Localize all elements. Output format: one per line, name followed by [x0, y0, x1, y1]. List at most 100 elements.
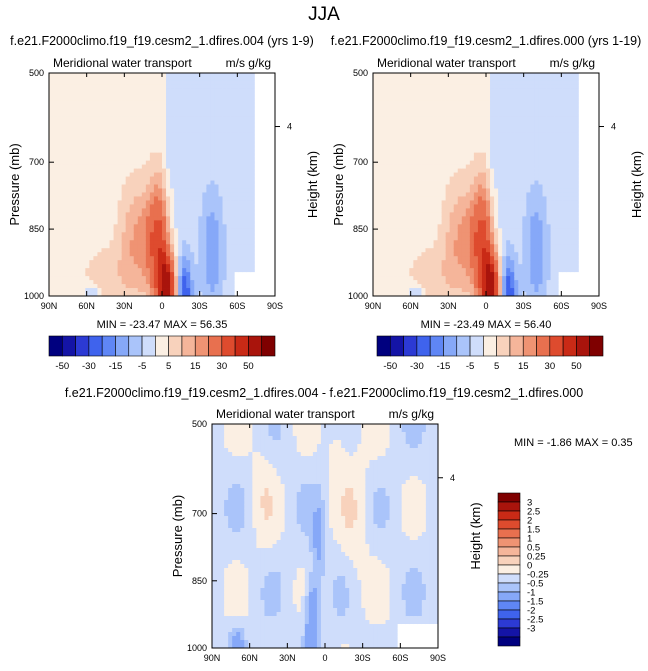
heatmap-cell — [186, 176, 191, 181]
heatmap-cell — [473, 292, 479, 297]
heatmap-cell — [234, 192, 240, 197]
heatmap-cell — [461, 272, 467, 277]
heatmap-cell — [49, 204, 54, 209]
heatmap-cell — [77, 73, 82, 78]
heatmap-cell — [194, 116, 199, 122]
heatmap-cell — [186, 80, 191, 86]
heatmap-cell — [166, 120, 171, 126]
heatmap-cell — [486, 292, 491, 297]
heatmap-cell — [49, 168, 54, 173]
heatmap-cell — [417, 236, 422, 241]
heatmap-cell — [166, 132, 171, 138]
heatmap-cell — [125, 204, 131, 209]
heatmap-cell — [125, 248, 131, 253]
heatmap-cell — [65, 256, 70, 261]
heatmap-cell — [141, 224, 147, 229]
heatmap-cell — [258, 172, 264, 177]
heatmap-cell — [218, 84, 223, 90]
heatmap-cell — [377, 172, 382, 177]
heatmap-cell — [230, 80, 236, 86]
heatmap-cell — [109, 284, 114, 289]
heatmap-cell — [210, 228, 215, 233]
heatmap-cell — [162, 264, 167, 269]
heatmap-cell — [238, 260, 244, 265]
heatmap-cell — [445, 232, 451, 237]
heatmap-cell — [222, 264, 227, 269]
heatmap-cell — [214, 184, 219, 189]
heatmap-cell — [381, 104, 386, 110]
heatmap-cell — [81, 156, 86, 162]
heatmap-cell — [85, 108, 90, 114]
heatmap-cell — [242, 76, 248, 82]
heatmap-cell — [65, 200, 70, 205]
heatmap-cell — [441, 276, 447, 281]
heatmap-cell — [429, 180, 434, 185]
heatmap-cell — [174, 164, 179, 169]
heatmap-cell — [405, 232, 410, 237]
heatmap-cell — [186, 140, 191, 146]
heatmap-cell — [174, 204, 179, 209]
heatmap-cell — [206, 200, 211, 205]
heatmap-cell — [425, 108, 430, 114]
heatmap-cell — [85, 128, 90, 134]
heatmap-cell — [186, 228, 191, 233]
heatmap-cell — [498, 140, 503, 146]
heatmap-cell — [101, 104, 106, 110]
heatmap-cell — [69, 100, 74, 106]
heatmap-cell — [409, 136, 414, 142]
heatmap-cell — [465, 180, 471, 185]
heatmap-cell — [242, 224, 248, 229]
heatmap-cell — [157, 120, 163, 126]
heatmap-cell — [162, 220, 167, 225]
heatmap-cell — [218, 212, 223, 217]
heatmap-cell — [153, 96, 159, 102]
heatmap-cell — [262, 73, 268, 78]
heatmap-cell — [113, 236, 119, 241]
heatmap-cell — [157, 88, 163, 94]
heatmap-cell — [53, 108, 58, 114]
heatmap-cell — [149, 208, 155, 213]
heatmap-cell — [266, 76, 272, 82]
heatmap-cell — [437, 276, 443, 281]
heatmap-cell — [178, 120, 183, 126]
heatmap-cell — [73, 256, 78, 261]
heatmap-cell — [49, 264, 54, 269]
heatmap-cell — [373, 200, 378, 205]
heatmap-cell — [194, 120, 199, 126]
heatmap-cell — [246, 100, 252, 106]
heatmap-cell — [389, 212, 394, 217]
heatmap-cell — [405, 116, 410, 122]
heatmap-cell — [254, 228, 260, 233]
heatmap-cell — [222, 200, 227, 205]
heatmap-cell — [97, 264, 102, 269]
heatmap-cell — [194, 140, 199, 146]
heatmap-cell — [230, 88, 236, 94]
heatmap-cell — [413, 76, 418, 82]
heatmap-cell — [53, 128, 58, 134]
heatmap-cell — [61, 236, 66, 241]
heatmap-cell — [377, 176, 382, 181]
heatmap-cell — [262, 224, 268, 229]
heatmap-cell — [198, 264, 203, 269]
heatmap-cell — [254, 124, 260, 130]
heatmap-cell — [198, 212, 203, 217]
heatmap-cell — [214, 140, 219, 146]
heatmap-cell — [69, 96, 74, 102]
heatmap-cell — [65, 252, 70, 257]
heatmap-cell — [49, 80, 54, 86]
heatmap-cell — [97, 172, 102, 177]
heatmap-cell — [457, 268, 463, 273]
heatmap-cell — [81, 120, 86, 126]
heatmap-cell — [250, 256, 256, 261]
heatmap-cell — [377, 192, 382, 197]
heatmap-cell — [125, 120, 131, 126]
heatmap-cell — [166, 208, 171, 213]
heatmap-cell — [157, 73, 163, 78]
heatmap-cell — [210, 152, 215, 158]
heatmap-cell — [498, 100, 503, 106]
heatmap-cell — [129, 100, 135, 106]
heatmap-cell — [226, 184, 232, 189]
heatmap-cell — [49, 196, 54, 201]
heatmap-cell — [105, 96, 110, 102]
heatmap-cell — [250, 268, 256, 273]
